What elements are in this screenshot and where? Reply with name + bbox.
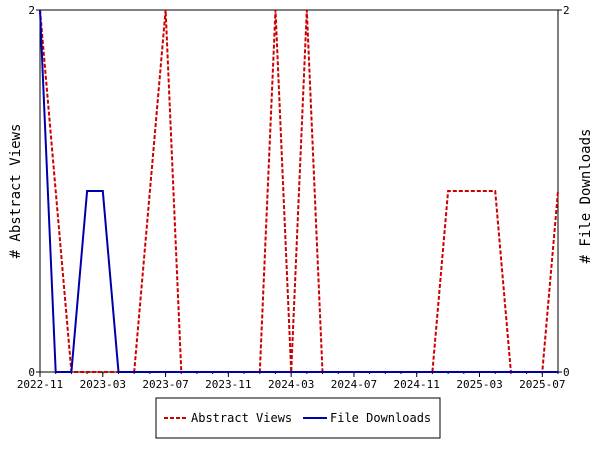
x-tick-label: 2024-11 <box>394 378 440 391</box>
series-line-abstract-views <box>39 9 559 373</box>
x-tick-label: 2024-03 <box>268 378 314 391</box>
y-tick-label: 2 <box>28 4 35 17</box>
x-tick-label: 2025-03 <box>456 378 502 391</box>
y2-axis-title: # File Downloads <box>578 129 594 264</box>
series-line-file-downloads <box>39 9 558 373</box>
y2-tick-label: 0 <box>563 366 570 379</box>
legend-label-file-downloads: File Downloads <box>330 411 431 425</box>
legend-label-abstract-views: Abstract Views <box>191 411 292 425</box>
x-tick-label: 2025-07 <box>519 378 565 391</box>
x-tick-label: 2023-11 <box>205 378 251 391</box>
legend-box <box>155 397 441 439</box>
legend: Abstract Views File Downloads <box>155 397 441 439</box>
x-tick-label: 2023-03 <box>80 378 126 391</box>
x-tick-label: 2024-07 <box>331 378 377 391</box>
y-axis-title: # Abstract Views <box>8 124 24 259</box>
x-tick-label: 2022-11 <box>17 378 63 391</box>
y-tick-label: 0 <box>28 366 35 379</box>
y2-tick-label: 2 <box>563 4 570 17</box>
x-tick-label: 2023-07 <box>142 378 188 391</box>
series-lines <box>39 9 559 373</box>
